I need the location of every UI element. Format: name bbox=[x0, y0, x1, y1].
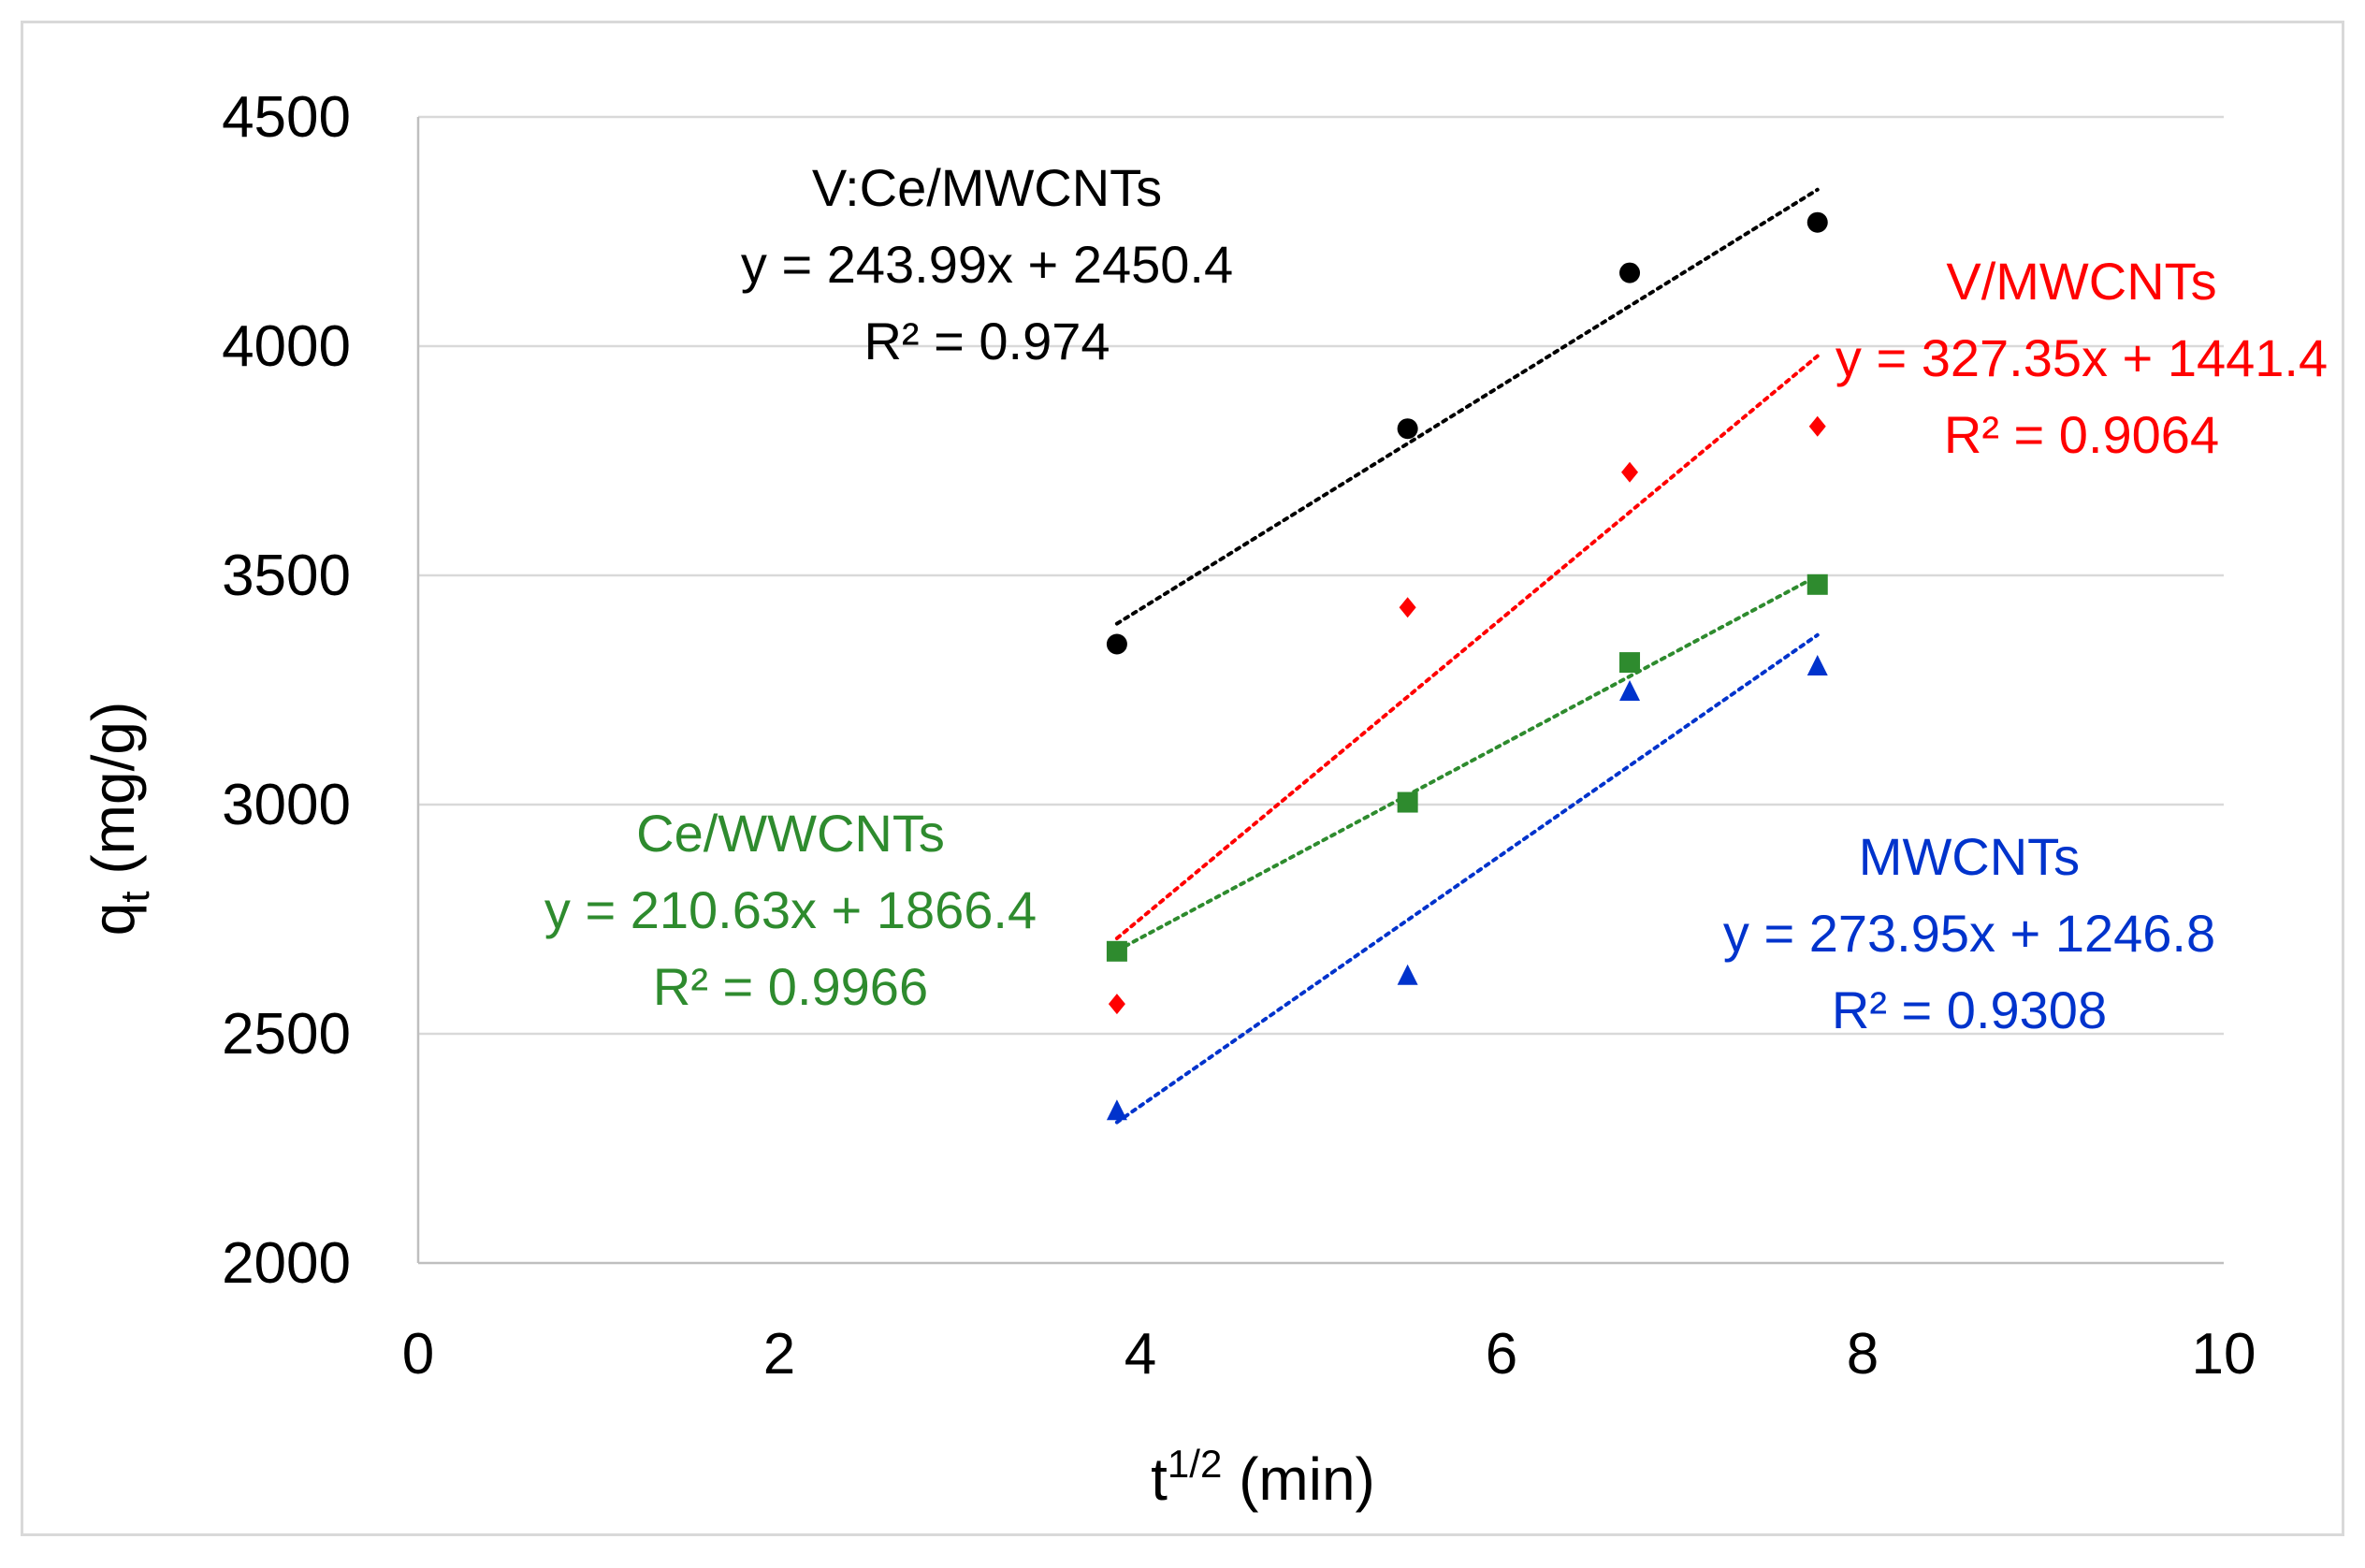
annot-equation-ce-wwcnts: y = 210.63x + 1866.4 bbox=[544, 880, 1037, 939]
point-mwcnts-1 bbox=[1397, 964, 1418, 985]
y-axis-title: qt (mg/g) bbox=[80, 702, 158, 936]
point-v-mwcnts-2 bbox=[1621, 461, 1639, 483]
trendline-v-ce-mwcnts bbox=[1114, 187, 1820, 626]
point-v-ce-mwcnts-1 bbox=[1397, 418, 1418, 440]
annot-equation-v-ce-mwcnts: y = 243.99x + 2450.4 bbox=[741, 235, 1233, 294]
x-tick-label-0: 0 bbox=[402, 1322, 434, 1387]
annot-name-v-mwcnts: V/MWCNTs bbox=[1946, 252, 2216, 311]
point-v-mwcnts-1 bbox=[1399, 597, 1416, 618]
data-points bbox=[1106, 211, 1828, 1121]
point-v-mwcnts-0 bbox=[1108, 994, 1125, 1015]
annot-equation-v-mwcnts: y = 327.35x + 1441.4 bbox=[1835, 328, 2328, 387]
point-v-ce-mwcnts-2 bbox=[1619, 262, 1641, 283]
chart-frame: 2000 2500 3000 3500 4000 4500 0 2 4 6 8 10 V:Ce/MWC… bbox=[21, 21, 2344, 1536]
point-v-mwcnts-3 bbox=[1808, 415, 1826, 437]
annot-name-ce-wwcnts: Ce/WWCNTs bbox=[636, 804, 945, 863]
y-tick-label-2000: 2000 bbox=[222, 1231, 351, 1296]
point-ce-wwcnts-2 bbox=[1619, 652, 1641, 674]
annot-name-mwcnts: MWCNTs bbox=[1859, 827, 2080, 886]
x-tick-label-4: 4 bbox=[1124, 1322, 1156, 1387]
tick-labels: 2000 2500 3000 3500 4000 4500 0 2 4 6 8 10 bbox=[222, 85, 2256, 1387]
point-mwcnts-0 bbox=[1106, 1099, 1127, 1121]
point-v-ce-mwcnts-3 bbox=[1806, 211, 1828, 233]
trendlines bbox=[1114, 187, 1820, 1125]
annot-name-v-ce-mwcnts: V:Ce/MWCNTs bbox=[812, 158, 1162, 217]
x-tick-label-6: 6 bbox=[1486, 1322, 1517, 1387]
point-mwcnts-2 bbox=[1619, 679, 1641, 701]
point-v-ce-mwcnts-0 bbox=[1106, 633, 1127, 655]
axes bbox=[416, 117, 2224, 1265]
gridlines bbox=[418, 115, 2224, 1036]
annot-r2-v-ce-mwcnts: R² = 0.974 bbox=[863, 312, 1110, 370]
y-tick-label-4500: 4500 bbox=[222, 85, 351, 150]
point-ce-wwcnts-0 bbox=[1106, 940, 1127, 962]
annotations: V:Ce/MWCNTs y = 243.99x + 2450.4 R² = 0.97… bbox=[544, 158, 2328, 1039]
y-tick-label-2500: 2500 bbox=[222, 1002, 351, 1067]
trendline-ce-wwcnts bbox=[1114, 573, 1820, 953]
x-tick-label-8: 8 bbox=[1847, 1322, 1879, 1387]
y-tick-label-3500: 3500 bbox=[222, 544, 351, 608]
trendline-mwcnts bbox=[1114, 632, 1820, 1125]
annot-equation-mwcnts: y = 273.95x + 1246.8 bbox=[1723, 904, 2215, 963]
annot-r2-ce-wwcnts: R² = 0.9966 bbox=[653, 957, 928, 1016]
trendline-v-mwcnts bbox=[1114, 354, 1820, 940]
annot-r2-mwcnts: R² = 0.9308 bbox=[1832, 980, 2107, 1039]
x-axis-title: t1/2 (min) bbox=[1151, 1442, 1375, 1513]
y-tick-label-4000: 4000 bbox=[222, 314, 351, 379]
point-mwcnts-3 bbox=[1806, 655, 1828, 675]
x-tick-label-10: 10 bbox=[2192, 1322, 2256, 1387]
y-tick-label-3000: 3000 bbox=[222, 773, 351, 837]
point-ce-wwcnts-1 bbox=[1397, 791, 1418, 813]
annot-r2-v-mwcnts: R² = 0.9064 bbox=[1944, 405, 2219, 464]
scatter-chart: 2000 2500 3000 3500 4000 4500 0 2 4 6 8 10 V:Ce/MWC… bbox=[80, 85, 2328, 1513]
point-ce-wwcnts-3 bbox=[1806, 573, 1828, 595]
x-tick-label-2: 2 bbox=[763, 1322, 795, 1387]
